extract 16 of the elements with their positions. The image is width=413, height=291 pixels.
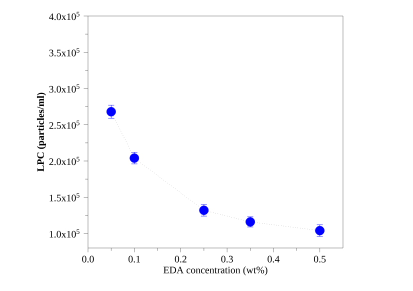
x-tick-label: 0.0 <box>82 256 94 263</box>
x-axis-title: EDA concentration (wt%) <box>163 266 268 276</box>
x-tick-label: 0.2 <box>174 256 186 263</box>
x-tick-label: 0.1 <box>128 256 140 263</box>
y-tick-label: 1.0x10$^{5}$ <box>50 229 80 238</box>
x-tick-label: 0.5 <box>314 256 326 263</box>
y-tick-label: 3.0x10$^{5}$ <box>49 84 80 93</box>
y-tick-label: 2.0x10$^{5}$ <box>49 156 80 166</box>
point <box>106 107 116 116</box>
x-tick-label: 0.4 <box>268 256 280 263</box>
y-tick-label: 3.5x10$^{5}$ <box>49 48 80 56</box>
x-tick-label: 0.3 <box>221 256 233 263</box>
y-tick-label: 2.5x10$^{5}$ <box>49 120 80 129</box>
y-axis-title: LPC (particles/ml) <box>36 92 46 172</box>
y-tick-label: 4.0x10$^{5}$ <box>49 12 80 20</box>
y-tick-label: 1.5x10$^{5}$ <box>50 193 80 202</box>
